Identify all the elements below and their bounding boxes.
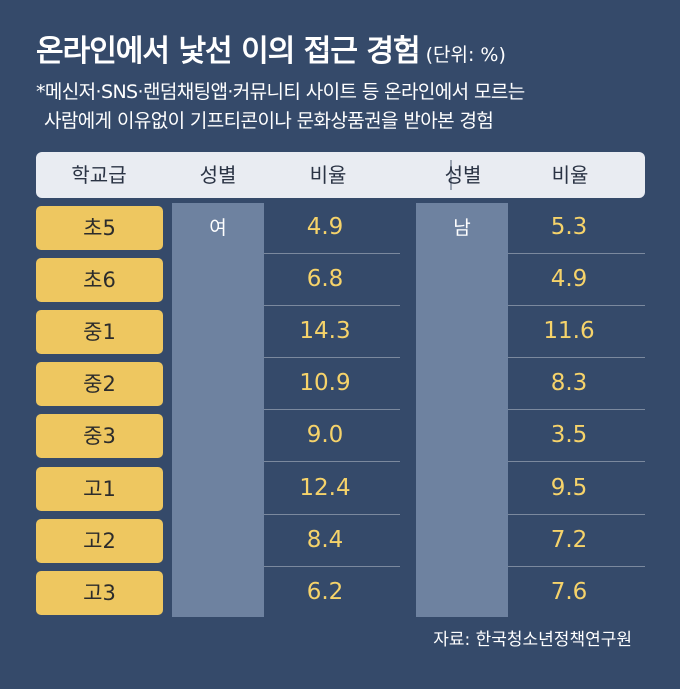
row-divider <box>264 565 400 567</box>
grade-label: 초5 <box>36 206 163 250</box>
value-male: 8.3 <box>550 370 588 397</box>
value-female: 4.9 <box>306 214 344 240</box>
value-female: 6.2 <box>306 578 344 605</box>
row-divider <box>264 513 400 515</box>
value-male: 7.6 <box>550 578 588 605</box>
unit-label: (단위: %) <box>425 44 506 66</box>
chart-title: 온라인에서 낯선 이의 접근 경험 (단위: %) <box>36 26 506 70</box>
row-divider <box>508 357 645 359</box>
value-female: 6.8 <box>306 266 344 293</box>
footnote: *메신저·SNS·랜덤채팅앱·커뮤니티 사이트 등 온라인에서 모르는 사람에게… <box>36 78 666 136</box>
table-header: 학교급 성별 비율 성별 비율 <box>36 152 645 198</box>
row-divider <box>264 305 400 307</box>
gender-column-female: 여 <box>172 203 264 617</box>
row-divider <box>508 305 645 307</box>
row-divider <box>508 565 645 567</box>
grade-label: 중2 <box>36 362 163 407</box>
row-divider <box>264 253 400 254</box>
footnote-line-2: 사람에게 이유없이 기프티콘이나 문화상품권을 받아본 경험 <box>44 110 494 132</box>
value-male: 11.6 <box>543 318 595 345</box>
value-male: 4.9 <box>550 266 588 293</box>
value-female: 12.4 <box>299 474 351 501</box>
value-male: 9.5 <box>550 474 588 501</box>
gender-column-male: 남 <box>416 203 508 617</box>
value-female: 8.4 <box>306 526 344 553</box>
grade-label: 초6 <box>36 258 163 303</box>
header-ratio-female: 비율 <box>309 163 347 187</box>
title-text: 온라인에서 낯선 이의 접근 경험 <box>36 34 421 69</box>
value-male: 7.2 <box>550 526 588 553</box>
grade-label: 고1 <box>36 466 163 511</box>
row-divider <box>508 409 645 411</box>
row-divider <box>264 409 400 411</box>
row-divider <box>508 513 645 515</box>
value-female: 10.9 <box>299 370 351 397</box>
footnote-line-1: *메신저·SNS·랜덤채팅앱·커뮤니티 사이트 등 온라인에서 모르는 <box>36 81 525 103</box>
value-male: 3.5 <box>550 422 588 449</box>
header-ratio-male: 비율 <box>551 163 589 187</box>
row-divider <box>264 357 400 359</box>
row-divider <box>264 461 400 463</box>
value-female: 14.3 <box>299 318 351 345</box>
header-gender-male: 성별 <box>444 163 482 187</box>
header-gender-female: 성별 <box>199 163 237 187</box>
row-divider <box>508 253 645 254</box>
grade-label: 고2 <box>36 518 163 563</box>
gender-label-male: 남 <box>453 217 471 239</box>
gender-label-female: 여 <box>209 217 227 239</box>
value-male: 5.3 <box>550 214 588 240</box>
grade-label: 중1 <box>36 310 163 355</box>
value-female: 9.0 <box>306 422 344 449</box>
source-note: 자료: 한국청소년정책연구원 <box>433 630 632 650</box>
row-divider <box>508 461 645 463</box>
grade-label: 중3 <box>36 414 163 459</box>
header-divider <box>450 160 452 190</box>
header-grade: 학교급 <box>71 163 127 187</box>
grade-label: 고3 <box>36 570 163 615</box>
